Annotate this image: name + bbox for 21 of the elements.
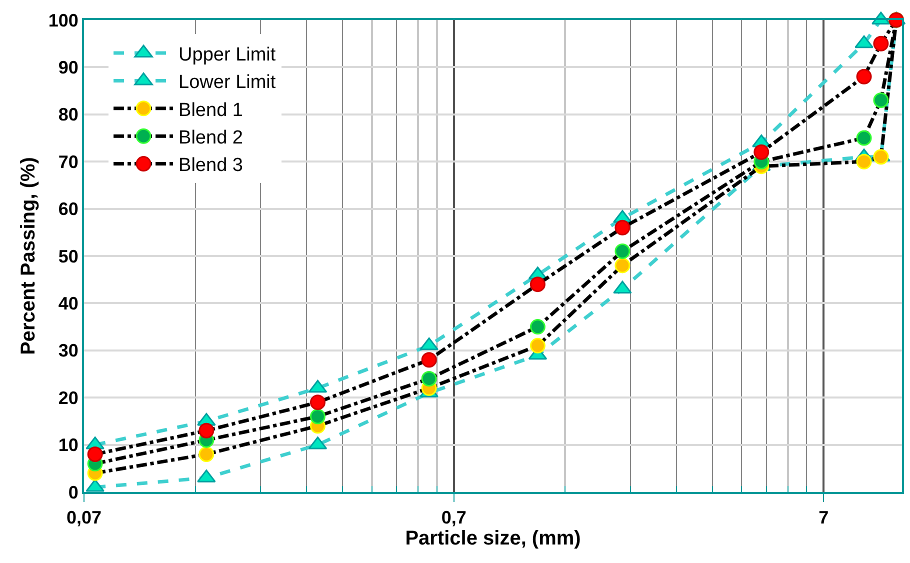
legend-label: Blend 3 xyxy=(178,155,243,176)
legend-label: Blend 1 xyxy=(178,100,243,121)
y-tick-label: 20 xyxy=(58,388,78,408)
y-axis-title: Percent Passing, (%) xyxy=(17,157,40,355)
legend-label: Upper Limit xyxy=(178,44,276,66)
y-tick-label: 70 xyxy=(58,152,78,172)
x-tick-label: 0,07 xyxy=(66,508,102,528)
y-tick-label: 0 xyxy=(68,482,78,502)
y-tick-label: 40 xyxy=(58,294,78,314)
y-tick-label: 100 xyxy=(48,10,78,30)
y-tick-label: 80 xyxy=(58,104,78,125)
legend-label: Lower Limit xyxy=(178,72,276,94)
y-tick-label: 10 xyxy=(58,435,78,456)
y-tick-label: 90 xyxy=(58,58,78,78)
x-tick-label: 0,7 xyxy=(441,508,466,528)
y-tick-label: 50 xyxy=(58,246,78,266)
x-axis-title: Particle size, (mm) xyxy=(405,528,581,550)
y-tick-label: 60 xyxy=(58,199,78,220)
y-tick-label: 30 xyxy=(58,340,78,361)
x-tick-label: 7 xyxy=(818,508,829,528)
legend-label: Blend 2 xyxy=(178,128,243,149)
